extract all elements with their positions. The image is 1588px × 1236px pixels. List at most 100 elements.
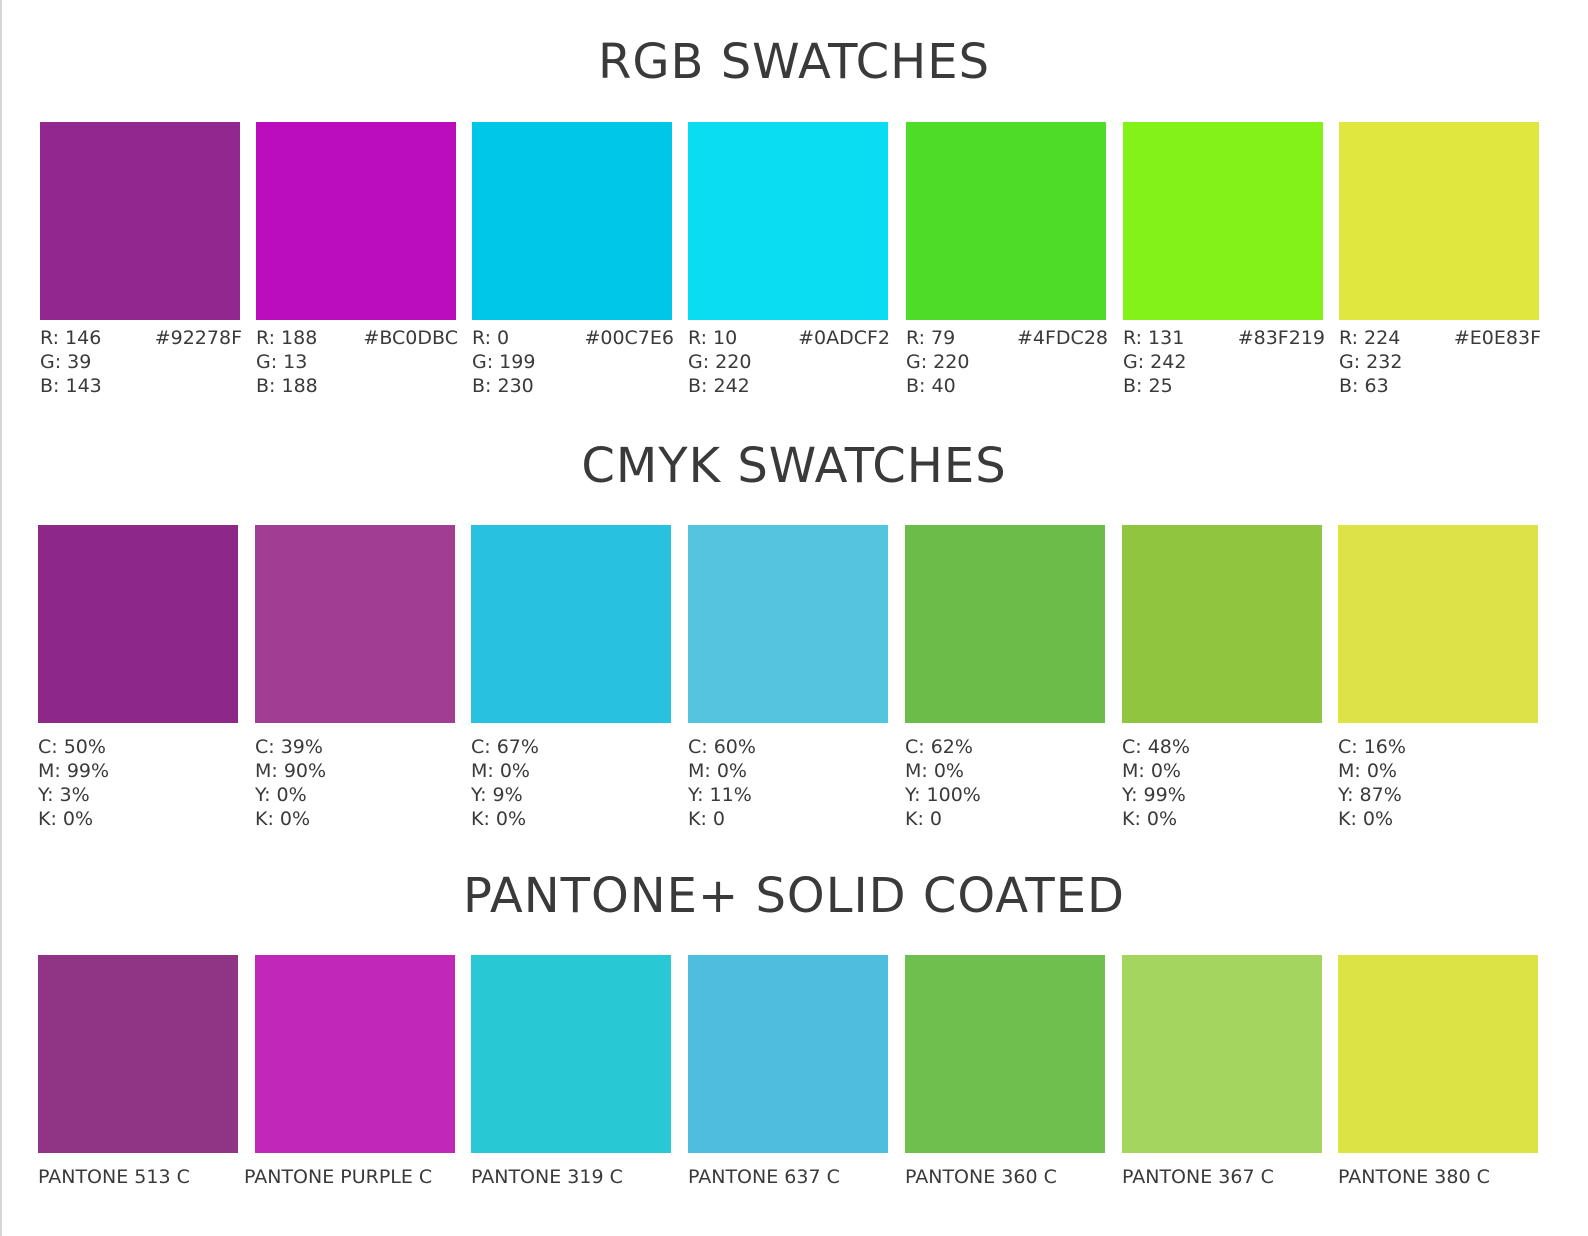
red-value: R: 0 bbox=[472, 327, 510, 349]
black-value: K: 0% bbox=[38, 808, 94, 830]
cmyk-swatch-card: C: 50% M: 99% Y: 3% K: 0% bbox=[38, 525, 238, 831]
rgb-swatch bbox=[688, 122, 888, 320]
cmyk-swatch-card: C: 62% M: 0% Y: 100% K: 0 bbox=[905, 525, 1105, 831]
black-value: K: 0% bbox=[255, 808, 311, 830]
yellow-value: Y: 99% bbox=[1122, 784, 1186, 806]
green-value: G: 220 bbox=[906, 351, 970, 373]
green-value: G: 13 bbox=[256, 351, 308, 373]
pantone-swatch bbox=[38, 955, 238, 1153]
blue-value: B: 188 bbox=[256, 375, 318, 397]
cyan-value: C: 50% bbox=[38, 736, 106, 758]
pantone-swatch bbox=[688, 955, 888, 1153]
green-value: G: 242 bbox=[1123, 351, 1187, 373]
pantone-swatch-card: PANTONE 380 C bbox=[1338, 955, 1538, 1189]
rgb-swatch bbox=[256, 122, 456, 320]
red-value: R: 188 bbox=[256, 327, 318, 349]
magenta-value: M: 0% bbox=[1122, 760, 1181, 782]
pantone-name: PANTONE 319 C bbox=[471, 1166, 623, 1188]
hex-value: #E0E83F bbox=[1453, 327, 1541, 349]
pantone-swatch-card: PANTONE 513 C bbox=[38, 955, 238, 1189]
cmyk-swatch bbox=[1338, 525, 1538, 723]
rgb-values: R: 188 G: 13 B: 188 #BC0DBC bbox=[256, 326, 458, 398]
blue-value: B: 25 bbox=[1123, 375, 1173, 397]
blue-value: B: 242 bbox=[688, 375, 750, 397]
rgb-swatch bbox=[1123, 122, 1323, 320]
rgb-swatch-card: R: 79 G: 220 B: 40 #4FDC28 bbox=[906, 122, 1108, 398]
cmyk-swatch-card: C: 39% M: 90% Y: 0% K: 0% bbox=[255, 525, 455, 831]
rgb-values: R: 131 G: 242 B: 25 #83F219 bbox=[1123, 326, 1325, 398]
pantone-swatch bbox=[255, 955, 455, 1153]
blue-value: B: 230 bbox=[472, 375, 534, 397]
cmyk-swatch bbox=[905, 525, 1105, 723]
black-value: K: 0% bbox=[1338, 808, 1394, 830]
cyan-value: C: 62% bbox=[905, 736, 973, 758]
cmyk-swatch bbox=[38, 525, 238, 723]
rgb-values: R: 79 G: 220 B: 40 #4FDC28 bbox=[906, 326, 1108, 398]
red-value: R: 224 bbox=[1339, 327, 1401, 349]
rgb-swatch-card: R: 188 G: 13 B: 188 #BC0DBC bbox=[256, 122, 458, 398]
pantone-swatch bbox=[905, 955, 1105, 1153]
cmyk-swatch-card: C: 48% M: 0% Y: 99% K: 0% bbox=[1122, 525, 1322, 831]
rgb-swatch bbox=[906, 122, 1106, 320]
cmyk-values: C: 16% M: 0% Y: 87% K: 0% bbox=[1338, 735, 1540, 831]
cmyk-swatch-card: C: 67% M: 0% Y: 9% K: 0% bbox=[471, 525, 671, 831]
pantone-name: PANTONE 637 C bbox=[688, 1166, 840, 1188]
cmyk-swatch bbox=[688, 525, 888, 723]
pantone-swatch-card: PANTONE PURPLE C bbox=[244, 955, 455, 1189]
pantone-name: PANTONE 367 C bbox=[1122, 1166, 1274, 1188]
magenta-value: M: 99% bbox=[38, 760, 110, 782]
rgb-swatch-card: R: 0 G: 199 B: 230 #00C7E6 bbox=[472, 122, 674, 398]
cmyk-swatch-card: C: 60% M: 0% Y: 11% K: 0 bbox=[688, 525, 888, 831]
page-edge-divider bbox=[0, 0, 2, 1236]
green-value: G: 199 bbox=[472, 351, 536, 373]
cmyk-swatch bbox=[1122, 525, 1322, 723]
magenta-value: M: 0% bbox=[1338, 760, 1397, 782]
green-value: G: 232 bbox=[1339, 351, 1403, 373]
cmyk-swatch bbox=[471, 525, 671, 723]
rgb-section-title: RGB SWATCHES bbox=[597, 34, 991, 90]
pantone-swatch bbox=[1122, 955, 1322, 1153]
cyan-value: C: 16% bbox=[1338, 736, 1406, 758]
rgb-values: R: 0 G: 199 B: 230 #00C7E6 bbox=[472, 326, 674, 398]
cmyk-values: C: 67% M: 0% Y: 9% K: 0% bbox=[471, 735, 673, 831]
cyan-value: C: 60% bbox=[688, 736, 756, 758]
cmyk-values: C: 48% M: 0% Y: 99% K: 0% bbox=[1122, 735, 1324, 831]
red-value: R: 10 bbox=[688, 327, 738, 349]
blue-value: B: 143 bbox=[40, 375, 102, 397]
rgb-swatch-card: R: 10 G: 220 B: 242 #0ADCF2 bbox=[688, 122, 890, 398]
cmyk-values: C: 39% M: 90% Y: 0% K: 0% bbox=[255, 735, 457, 831]
black-value: K: 0 bbox=[688, 808, 725, 830]
black-value: K: 0 bbox=[905, 808, 942, 830]
black-value: K: 0% bbox=[471, 808, 527, 830]
cmyk-values: C: 50% M: 99% Y: 3% K: 0% bbox=[38, 735, 240, 831]
magenta-value: M: 0% bbox=[688, 760, 747, 782]
cmyk-section-title: CMYK SWATCHES bbox=[581, 438, 1007, 494]
pantone-name: PANTONE 513 C bbox=[38, 1166, 190, 1188]
red-value: R: 131 bbox=[1123, 327, 1185, 349]
yellow-value: Y: 0% bbox=[255, 784, 307, 806]
hex-value: #BC0DBC bbox=[363, 327, 458, 349]
hex-value: #0ADCF2 bbox=[798, 327, 890, 349]
yellow-value: Y: 9% bbox=[471, 784, 523, 806]
blue-value: B: 63 bbox=[1339, 375, 1389, 397]
pantone-section-title: PANTONE+ SOLID COATED bbox=[463, 868, 1125, 924]
magenta-value: M: 90% bbox=[255, 760, 327, 782]
yellow-value: Y: 100% bbox=[905, 784, 981, 806]
rgb-swatch-card: R: 131 G: 242 B: 25 #83F219 bbox=[1123, 122, 1325, 398]
green-value: G: 39 bbox=[40, 351, 92, 373]
pantone-name: PANTONE PURPLE C bbox=[244, 1166, 433, 1188]
rgb-swatch-card: R: 146 G: 39 B: 143 #92278F bbox=[40, 122, 242, 398]
hex-value: #4FDC28 bbox=[1016, 327, 1108, 349]
pantone-name: PANTONE 360 C bbox=[905, 1166, 1057, 1188]
red-value: R: 146 bbox=[40, 327, 102, 349]
yellow-value: Y: 87% bbox=[1338, 784, 1402, 806]
hex-value: #83F219 bbox=[1237, 327, 1325, 349]
pantone-swatch-card: PANTONE 367 C bbox=[1122, 955, 1322, 1189]
pantone-swatch bbox=[1338, 955, 1538, 1153]
rgb-swatch bbox=[1339, 122, 1539, 320]
hex-value: #92278F bbox=[154, 327, 242, 349]
rgb-values: R: 10 G: 220 B: 242 #0ADCF2 bbox=[688, 326, 890, 398]
cmyk-values: C: 62% M: 0% Y: 100% K: 0 bbox=[905, 735, 1107, 831]
hex-value: #00C7E6 bbox=[584, 327, 674, 349]
rgb-values: R: 146 G: 39 B: 143 #92278F bbox=[40, 326, 242, 398]
